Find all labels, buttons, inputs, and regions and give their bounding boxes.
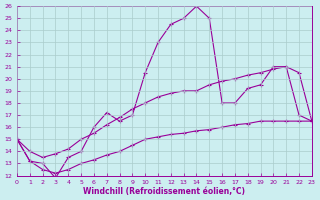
X-axis label: Windchill (Refroidissement éolien,°C): Windchill (Refroidissement éolien,°C): [84, 187, 245, 196]
